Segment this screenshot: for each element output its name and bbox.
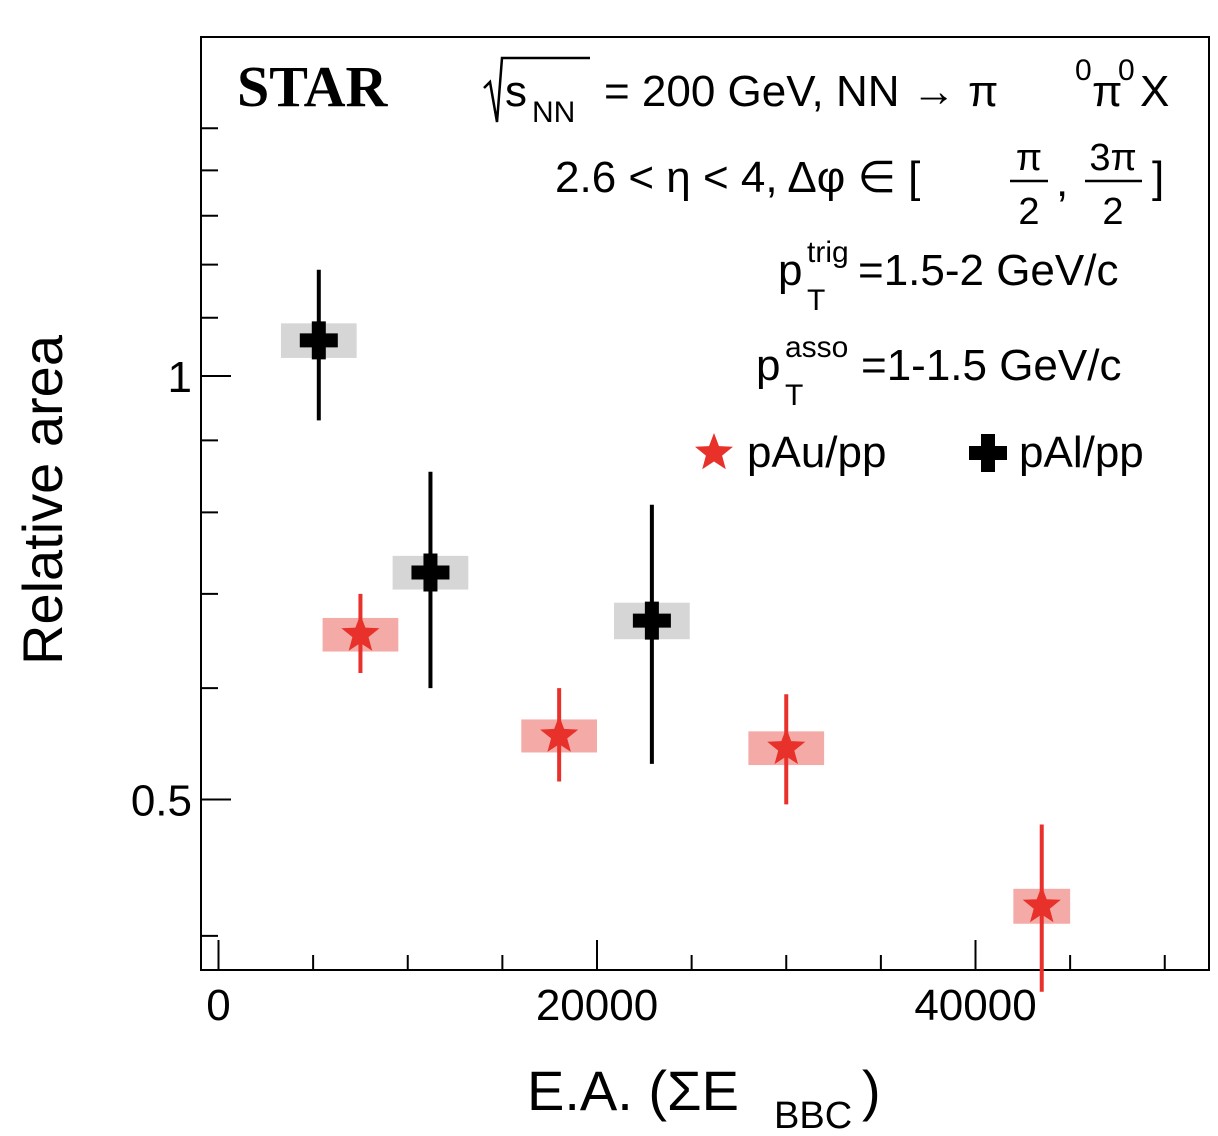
frac1-num: π [1016,137,1042,179]
frac2-den: 2 [1102,191,1123,233]
sqrt-s-sub: NN [532,96,575,129]
pau-star-marker [1022,886,1061,923]
pt-trig-p: p [778,246,802,295]
legend-pau-marker [695,433,733,470]
frac1-den: 2 [1018,191,1039,233]
frac2-num: 3π [1089,137,1136,179]
annotation-pt-asso: p asso T =1-1.5 GeV/c [756,331,1121,412]
x-tick-label: 40000 [914,981,1036,1030]
pi0-sup-2: 0 [1118,54,1135,87]
x-axis-title: E.A. (ΣE BBC ) [527,1059,881,1136]
star-logo: STAR [237,54,389,119]
pt-trig-sup: trig [807,236,849,269]
eta-dphi-label: 2.6 < η < 4, Δφ ∈ [ [555,153,920,202]
legend-pal-label: pAl/pp [1019,428,1144,477]
pal-cross-marker [299,321,338,360]
pal-cross-marker [632,601,671,640]
axes: 0 20000 40000 0.5 1 [131,127,1166,1030]
x-tick-label: 20000 [536,981,658,1030]
data-markers [299,269,1061,992]
pi-second: π [1092,67,1122,116]
annotation-sqrt-s: s NN = 200 GeV, NN → π 0 π 0 X [483,54,1169,129]
pt-trig-range: =1.5-2 GeV/c [858,246,1118,295]
legend-pau-label: pAu/pp [747,428,886,477]
legend-pal-marker [969,434,1007,472]
pi0-sup-1: 0 [1075,54,1092,87]
y-axis-title: Relative area [11,334,74,665]
pt-trig-sub: T [807,284,825,317]
x-final: X [1140,67,1169,116]
energy-label: = 200 GeV, NN → π [604,67,998,116]
bracket-close: ] [1152,153,1164,202]
x-axis-title-main: E.A. (ΣE [527,1059,739,1122]
systematic-boxes [280,323,1071,924]
pt-asso-range: =1-1.5 GeV/c [861,341,1121,390]
legend: pAu/pp pAl/pp [695,428,1144,477]
y-tick-label: 0.5 [131,777,192,826]
x-axis-title-close: ) [862,1059,881,1122]
y-tick-label: 1 [168,353,192,402]
x-tick-label: 0 [206,981,230,1030]
pau-star-marker [540,715,579,752]
pal-cross-marker [411,553,450,592]
pau-star-marker [341,614,380,651]
plot-frame [200,36,1210,971]
sqrt-symbol [483,56,590,123]
annotation-pt-trig: p trig T =1.5-2 GeV/c [778,236,1118,317]
sqrt-s-label: s [505,67,527,116]
pt-asso-sup: asso [785,331,848,364]
frac-comma: , [1056,157,1068,206]
pt-asso-p: p [756,341,780,390]
x-axis-title-sub: BBC [774,1095,852,1136]
pau-star-marker [767,728,806,765]
annotation-kinematics: 2.6 < η < 4, Δφ ∈ [ π 2 , 3π 2 ] [555,137,1164,233]
pt-asso-sub: T [785,379,803,412]
